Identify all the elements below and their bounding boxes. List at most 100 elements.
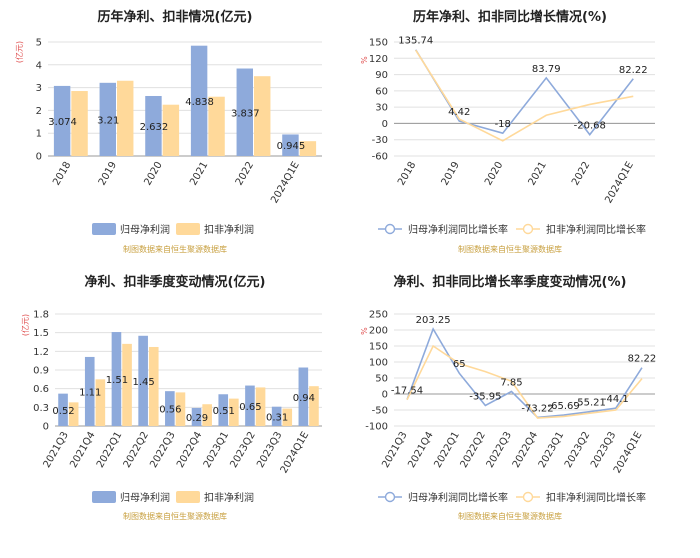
y-tick-label: 2 bbox=[36, 106, 42, 117]
data-label: 82.22 bbox=[619, 65, 648, 76]
y-tick-label: 150 bbox=[369, 38, 388, 49]
y-tick-label: 4 bbox=[36, 60, 42, 71]
legend-label: 扣非净利润同比增长率 bbox=[546, 491, 646, 504]
source-note: 制图数据来自恒生聚源数据库 bbox=[123, 244, 227, 254]
bar-deducted-profit bbox=[175, 392, 186, 426]
legend-label: 扣非净利润同比增长率 bbox=[546, 223, 646, 236]
x-tick-label: 2018 bbox=[51, 160, 73, 188]
data-label: -44.1 bbox=[603, 394, 629, 405]
legend: 归母净利润同比增长率 扣非净利润同比增长率 bbox=[378, 491, 646, 504]
x-tick-label: 2024Q1E bbox=[603, 160, 636, 205]
bar-net-profit bbox=[99, 82, 116, 156]
chart-panel-3: 净利、扣非季度变动情况(亿元) (亿元) 0 0.3 0.6 0.9 1.2 1.5 1.8 20… bbox=[20, 274, 322, 521]
y-tick-label: 60 bbox=[375, 86, 388, 97]
bar-deducted-profit bbox=[208, 96, 225, 156]
x-tick-label: 2024Q1E bbox=[269, 160, 302, 205]
x-tick-label: 2022Q2 bbox=[122, 430, 151, 470]
axis-unit-label: % bbox=[360, 327, 369, 335]
legend-swatch bbox=[176, 491, 200, 503]
bar-net-profit bbox=[165, 391, 175, 426]
x-tick-label: 2022Q1 bbox=[95, 430, 124, 470]
data-label: 65 bbox=[453, 359, 466, 370]
bar-deducted-profit bbox=[71, 91, 88, 156]
legend-label: 扣非净利润 bbox=[204, 491, 254, 504]
bar-net-profit bbox=[111, 332, 122, 426]
x-tick-label: 2022 bbox=[234, 160, 256, 188]
axis-unit-label: (亿元) bbox=[14, 41, 24, 63]
bar-net-profit bbox=[190, 45, 208, 156]
y-tick-label: 30 bbox=[375, 103, 388, 114]
data-label: -17.54 bbox=[391, 386, 423, 397]
y-tick-label: 0 bbox=[43, 422, 49, 433]
y-tick-label: 3 bbox=[36, 83, 42, 94]
data-label: 3.074 bbox=[48, 117, 77, 128]
x-tick-label: 2023Q2 bbox=[563, 430, 592, 470]
x-tick-label: 2023Q3 bbox=[589, 430, 618, 470]
axis-unit-label: % bbox=[360, 56, 369, 64]
bar-net-profit bbox=[271, 406, 282, 426]
bar-net-profit bbox=[58, 393, 68, 426]
x-tick-label: 2022 bbox=[570, 160, 592, 188]
bar-net-profit bbox=[282, 134, 299, 156]
bar-deducted-profit bbox=[162, 104, 180, 156]
chart-title: 历年净利、扣非情况(亿元) bbox=[98, 9, 253, 25]
data-label: -18 bbox=[495, 119, 511, 130]
legend-swatch-marker bbox=[522, 491, 534, 503]
y-tick-label: 0 bbox=[382, 390, 388, 401]
y-tick-label: 1.2 bbox=[33, 347, 49, 358]
source-note: 制图数据来自恒生聚源数据库 bbox=[458, 244, 562, 254]
y-tick-label: 50 bbox=[375, 374, 388, 385]
bar-net-profit bbox=[218, 394, 229, 426]
x-tick-label: 2023Q2 bbox=[228, 430, 257, 470]
bar-net-profit bbox=[298, 367, 309, 426]
bar-net-profit bbox=[245, 385, 255, 426]
x-tick-label: 2022Q1 bbox=[432, 430, 461, 470]
data-label: -35.95 bbox=[469, 392, 501, 403]
series-line-deducted-profit-growth bbox=[415, 49, 634, 142]
bar-deducted-profit bbox=[122, 343, 132, 426]
bar-deducted-profit bbox=[229, 398, 239, 426]
x-tick-label: 2022Q3 bbox=[148, 430, 177, 470]
data-label: 2.632 bbox=[140, 122, 169, 133]
x-tick-label: 2023Q3 bbox=[255, 430, 284, 470]
chart-title: 历年净利、扣非同比增长情况(%) bbox=[413, 9, 607, 25]
data-label: -55.21 bbox=[574, 398, 606, 409]
source-note: 制图数据来自恒生聚源数据库 bbox=[458, 511, 562, 521]
data-label: 83.79 bbox=[532, 64, 561, 75]
y-tick-label: 0.9 bbox=[33, 366, 49, 377]
data-label: 7.85 bbox=[500, 377, 522, 388]
legend-swatch bbox=[92, 491, 116, 503]
legend-swatch-marker bbox=[522, 223, 534, 235]
y-tick-label: 1 bbox=[36, 129, 42, 140]
x-tick-label: 2021Q4 bbox=[68, 430, 97, 470]
y-tick-label: 250 bbox=[369, 310, 388, 321]
legend-label: 归母净利润同比增长率 bbox=[408, 223, 508, 236]
y-tick-label: 0.6 bbox=[33, 384, 49, 395]
chart-panel-2: 历年净利、扣非同比增长情况(%)%150 120 90 60 30 0 -30 -60 2018… bbox=[360, 9, 655, 254]
bar-deducted-profit bbox=[117, 80, 134, 156]
bar-deducted-profit bbox=[299, 141, 317, 156]
data-label: -73.22 bbox=[521, 403, 553, 414]
x-tick-label: 2019 bbox=[97, 160, 119, 188]
data-label: 0.65 bbox=[239, 402, 261, 413]
data-label: 0.56 bbox=[159, 405, 181, 416]
data-label: 0.29 bbox=[186, 413, 208, 424]
y-tick-label: 1.5 bbox=[33, 328, 49, 339]
y-tick-label: 0.3 bbox=[33, 403, 49, 414]
data-label: 0.945 bbox=[277, 141, 306, 152]
y-tick-label: 200 bbox=[369, 326, 388, 337]
y-tick-label: -50 bbox=[372, 406, 388, 417]
chart-panel-1: 历年净利、扣非情况(亿元) (亿元) 0 1 2 3 4 5 2018 2019 2020 2021 2… bbox=[14, 9, 322, 254]
data-label: 1.45 bbox=[133, 377, 155, 388]
legend-label: 扣非净利润 bbox=[204, 223, 254, 236]
gridlines bbox=[55, 313, 322, 427]
data-label: 3.837 bbox=[231, 108, 260, 119]
y-tick-label: 100 bbox=[369, 358, 388, 369]
bar-deducted-profit bbox=[254, 76, 271, 156]
x-tick-label: 2022Q4 bbox=[175, 430, 204, 470]
x-tick-label: 2020 bbox=[143, 160, 165, 188]
y-tick-label: 0 bbox=[36, 152, 42, 163]
x-tick-label: 2022Q3 bbox=[485, 430, 514, 470]
data-label: 0.52 bbox=[52, 406, 74, 417]
